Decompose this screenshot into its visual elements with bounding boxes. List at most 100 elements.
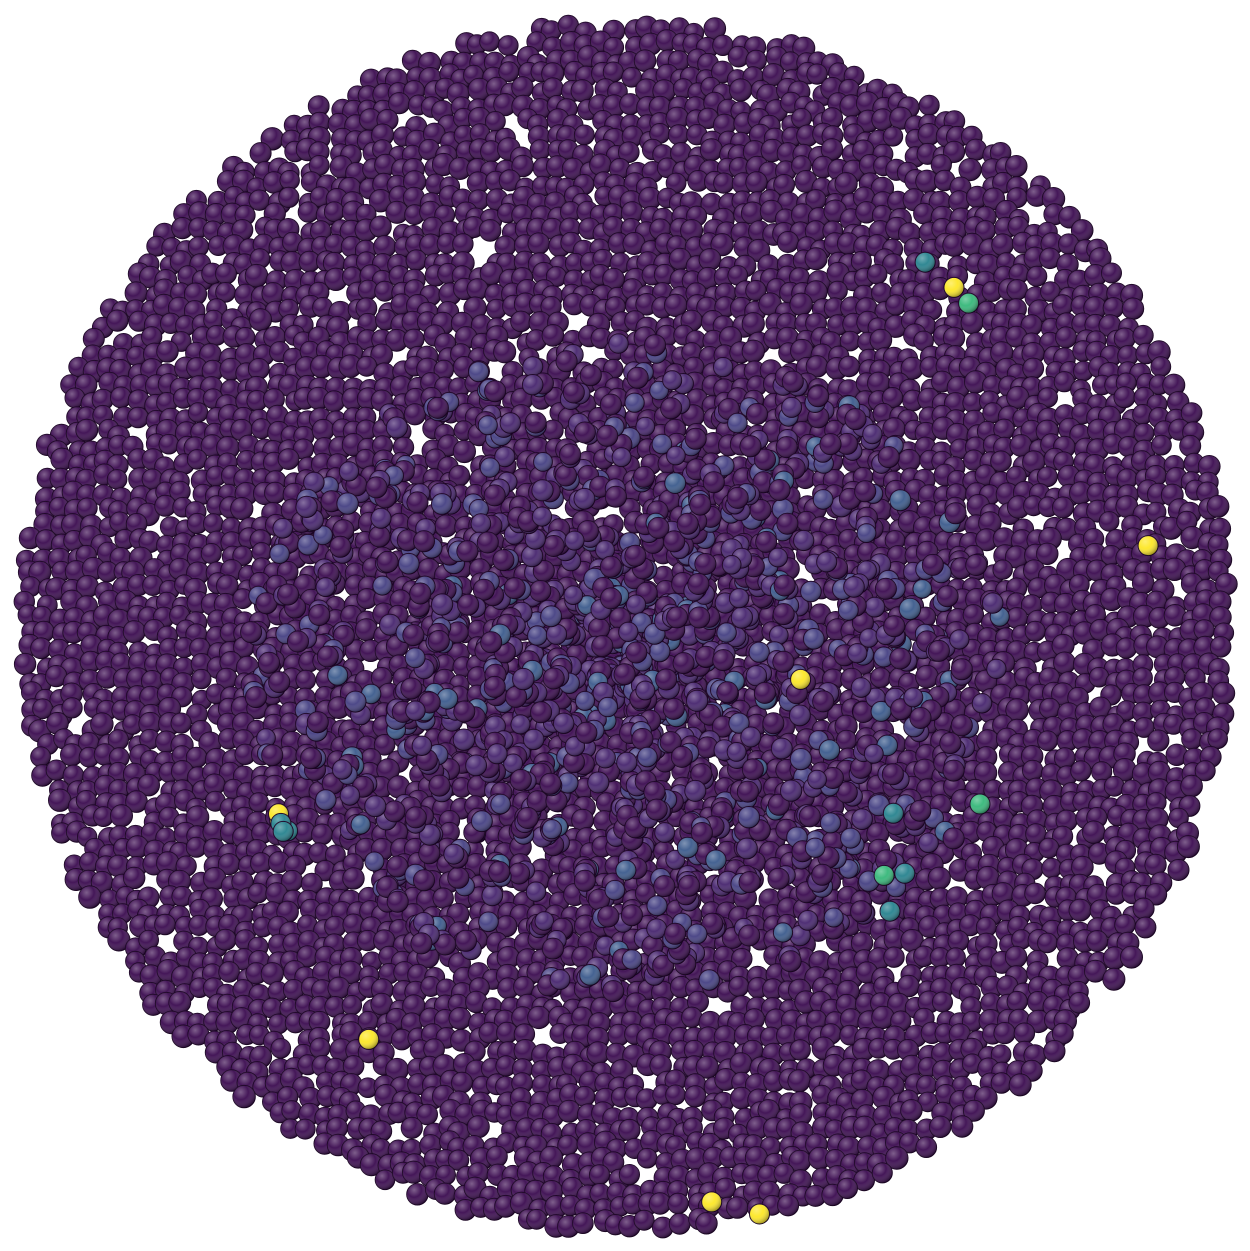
- sphere: [1098, 511, 1120, 532]
- sphere: [123, 866, 146, 890]
- sphere: [1179, 434, 1202, 457]
- sphere: [400, 1116, 423, 1140]
- sphere: [403, 403, 426, 426]
- sphere: [621, 67, 643, 88]
- sphere: [1121, 297, 1145, 320]
- sphere: [542, 77, 564, 99]
- sphere: [158, 433, 180, 455]
- sphere: [327, 976, 351, 1000]
- sphere: [1132, 897, 1155, 920]
- sphere: [1207, 728, 1228, 750]
- sphere: [698, 969, 720, 991]
- sphere: [789, 1039, 811, 1061]
- sphere: [626, 366, 649, 389]
- sphere: [913, 202, 935, 225]
- sphere: [498, 61, 520, 83]
- sphere: [478, 219, 502, 242]
- sphere: [1212, 681, 1236, 705]
- sphere: [433, 1182, 456, 1205]
- sphere: [870, 667, 891, 689]
- sphere: [993, 1022, 1016, 1045]
- sphere: [170, 712, 192, 734]
- sphere: [374, 1169, 396, 1191]
- sphere: [882, 126, 904, 147]
- sphere: [1068, 992, 1091, 1014]
- sphere: [699, 138, 723, 162]
- sphere: [991, 233, 1014, 256]
- sphere: [154, 913, 176, 936]
- sphere: [526, 1208, 547, 1230]
- sphere: [452, 439, 476, 464]
- sphere: [777, 1194, 800, 1217]
- sphere: [960, 311, 984, 335]
- sphere: [13, 652, 37, 676]
- sphere: [827, 280, 848, 302]
- sphere: [712, 34, 734, 56]
- sphere: [787, 1069, 811, 1093]
- sphere: [1052, 496, 1074, 519]
- sphere: [728, 975, 750, 997]
- sphere: [497, 35, 519, 56]
- sphere: [603, 36, 625, 58]
- sphere: [1176, 835, 1200, 859]
- sphere: [493, 340, 517, 364]
- sphere: [187, 402, 209, 423]
- sphere: [75, 418, 99, 442]
- sphere: [1068, 898, 1092, 922]
- sphere: [965, 554, 988, 576]
- sphere: [527, 232, 550, 255]
- sphere: [838, 355, 860, 378]
- sphere: [1021, 759, 1044, 782]
- sphere: [401, 49, 424, 72]
- sphere: [400, 677, 423, 700]
- sphere: [127, 406, 149, 429]
- sphere: [761, 63, 785, 87]
- sphere: [668, 124, 690, 146]
- sphere: [745, 49, 767, 72]
- sphere: [540, 20, 562, 42]
- sphere: [770, 737, 793, 760]
- sphere: [1167, 859, 1190, 881]
- sphere: [1024, 620, 1046, 642]
- sphere: [294, 1118, 316, 1140]
- sphere: [1055, 326, 1078, 349]
- sphere: [793, 529, 815, 552]
- sphere: [1134, 916, 1157, 939]
- sphere: [1120, 945, 1143, 969]
- sphere: [636, 1147, 658, 1169]
- sphere: [797, 910, 819, 931]
- sphere: [992, 559, 1013, 580]
- sphere: [684, 1085, 707, 1108]
- sphere: [48, 788, 72, 812]
- sphere: [915, 1136, 938, 1158]
- sphere: [767, 867, 790, 890]
- sphere: [834, 172, 858, 196]
- sphere: [871, 1162, 893, 1184]
- sphere: [508, 862, 531, 885]
- sphere: [466, 1115, 490, 1139]
- sphere: [406, 1183, 429, 1206]
- sphere: [869, 328, 893, 352]
- sphere: [608, 333, 629, 354]
- sphere: [295, 669, 317, 691]
- sphere: [203, 513, 224, 534]
- sphere: [932, 991, 953, 1013]
- sphere: [1026, 265, 1048, 287]
- sphere: [1004, 945, 1028, 969]
- sphere: [230, 497, 254, 521]
- sphere: [1038, 837, 1060, 859]
- sphere: [570, 79, 594, 103]
- sphere: [90, 712, 114, 736]
- sphere: [1082, 820, 1106, 844]
- sphere: [777, 231, 799, 253]
- sphere: [589, 1164, 610, 1186]
- sphere: [534, 911, 555, 931]
- sphere: [110, 804, 133, 828]
- sphere: [447, 866, 470, 889]
- sphere: [510, 310, 532, 333]
- sphere: [249, 142, 272, 165]
- sphere: [1103, 775, 1125, 797]
- sphere: [738, 924, 761, 947]
- sphere: [264, 481, 287, 504]
